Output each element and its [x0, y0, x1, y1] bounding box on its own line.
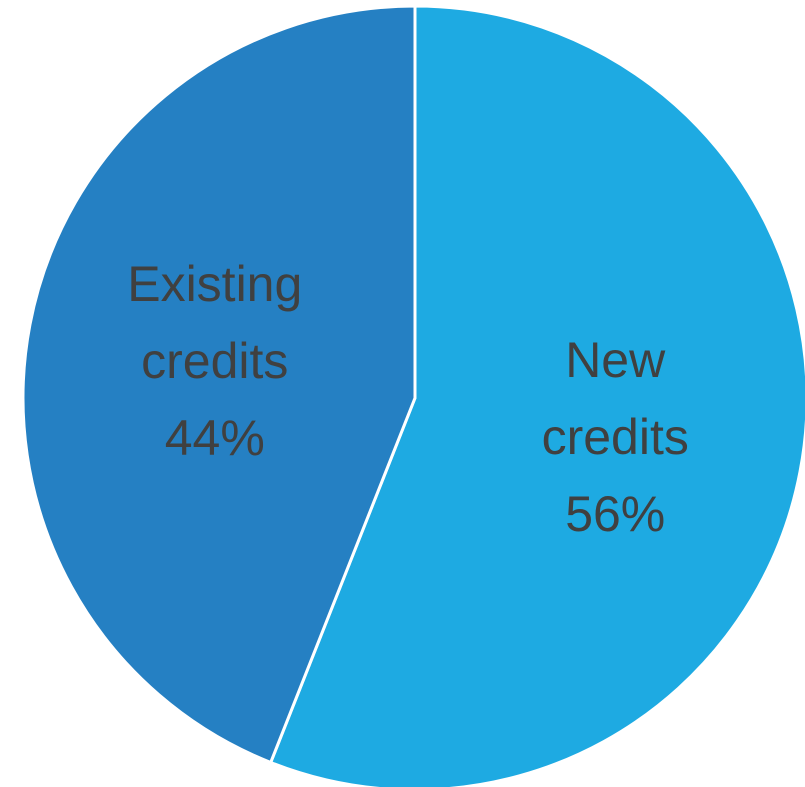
- pie-labels: New credits 56% Existing credits 44%: [127, 256, 689, 542]
- data-label-slice-0: New credits 56%: [542, 332, 689, 542]
- slice-category-label: credits: [141, 333, 288, 389]
- pie-slice-existing-credits: [21, 4, 417, 764]
- slice-category-label: New: [565, 332, 666, 388]
- pie-slices: [21, 4, 805, 787]
- data-label-slice-1: Existing credits 44%: [127, 256, 302, 466]
- slice-category-label: credits: [542, 409, 689, 465]
- slice-category-label: Existing: [127, 256, 302, 312]
- pie-slice-new-credits: [269, 4, 805, 787]
- slice-percent-label: 56%: [565, 486, 665, 542]
- slice-percent-label: 44%: [165, 410, 265, 466]
